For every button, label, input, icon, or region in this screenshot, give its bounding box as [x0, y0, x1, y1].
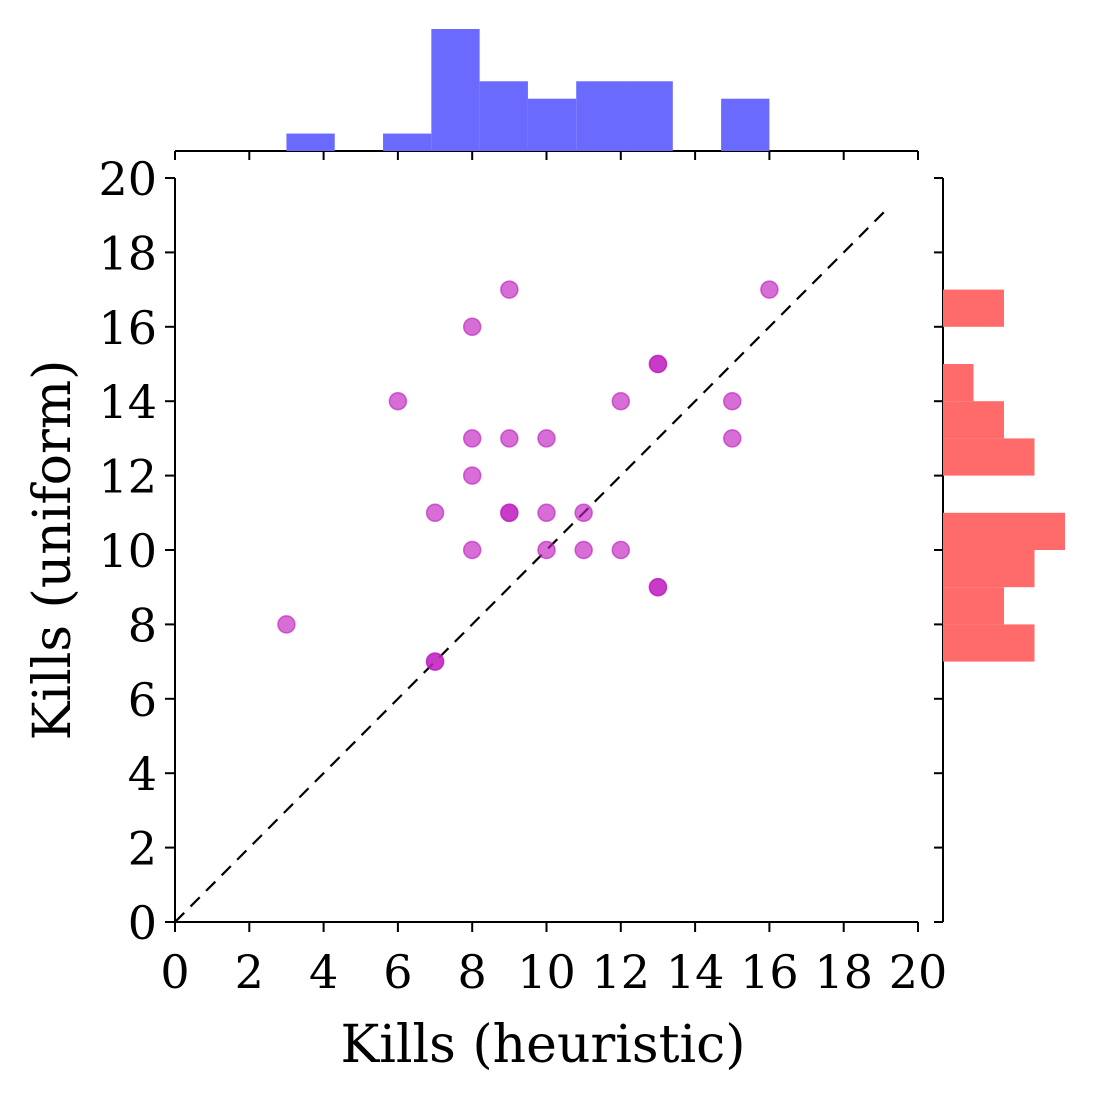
y-tick-label: 14	[98, 375, 157, 429]
y-tick-label: 0	[128, 896, 157, 950]
y-tick-label: 12	[98, 450, 157, 504]
scatter-point	[500, 280, 519, 299]
top-hist-bar	[431, 29, 480, 151]
top-hist-bar	[286, 133, 335, 151]
scatter-point	[648, 577, 668, 597]
scatter-point	[462, 540, 482, 560]
y-tick-label: 10	[98, 524, 157, 578]
y-axis-label: Kills (uniform)	[23, 360, 83, 741]
right-hist-bar	[943, 364, 974, 402]
right-hist-bar	[943, 438, 1035, 476]
right-hist-bar	[943, 624, 1035, 662]
scatter-point	[574, 540, 593, 560]
scatter-point	[425, 503, 445, 523]
right-hist-bar	[943, 512, 1065, 550]
y-tick-label: 2	[128, 822, 157, 876]
scatter-point	[723, 391, 742, 411]
top-hist-bar	[383, 133, 432, 151]
y-tick-label: 18	[98, 226, 157, 280]
reference-line-layer	[174, 206, 890, 923]
scatter-point	[648, 354, 668, 374]
x-tick-label: 10	[517, 945, 576, 999]
scatter-point	[500, 503, 519, 523]
scatter-point	[462, 429, 482, 448]
scatter-point	[500, 429, 519, 448]
scatter-point	[537, 540, 556, 560]
right-hist-bar	[943, 587, 1004, 625]
top-hist-bar	[527, 98, 577, 151]
scatter-point	[425, 652, 445, 671]
right-histogram	[934, 177, 1065, 923]
scatter-point	[537, 429, 556, 448]
x-tick-label: 18	[814, 945, 873, 999]
right-hist-bar	[943, 401, 1004, 439]
y-tick-label: 6	[128, 673, 157, 727]
y-tick-label: 20	[98, 152, 157, 206]
scatter-point	[760, 280, 779, 299]
y-tick-label: 8	[128, 598, 157, 652]
top-hist-bar	[479, 81, 528, 151]
right-hist-bar	[943, 550, 1035, 588]
x-tick-label: 12	[592, 945, 651, 999]
scatter-point	[574, 503, 593, 523]
scatter-point	[723, 429, 742, 448]
top-hist-bar	[721, 98, 770, 151]
x-tick-label: 16	[740, 945, 799, 999]
scatter-points	[277, 280, 779, 671]
x-tick-label: 14	[666, 945, 725, 999]
top-histogram	[174, 29, 919, 160]
x-tick-label: 6	[383, 945, 412, 999]
y-tick-label: 4	[128, 747, 157, 801]
x-tick-label: 0	[160, 945, 189, 999]
scatter-point	[388, 391, 408, 411]
top-hist-bar	[624, 81, 673, 151]
x-axis-label: Kills (heuristic)	[340, 1015, 745, 1075]
scatter-point	[537, 503, 556, 523]
x-tick-label: 8	[458, 945, 487, 999]
scatter-point	[611, 391, 631, 411]
scatter-point	[462, 317, 482, 337]
top-hist-bar	[576, 81, 625, 151]
x-tick-label: 2	[235, 945, 264, 999]
y-tick-label: 16	[98, 301, 157, 355]
x-tick-label: 20	[889, 945, 948, 999]
scatter-point	[462, 466, 482, 485]
x-tick-label: 4	[309, 945, 338, 999]
scatter-point	[611, 540, 631, 560]
right-hist-bar	[943, 289, 1004, 327]
scatter-point	[277, 615, 296, 634]
diagonal-reference-line	[174, 206, 890, 923]
